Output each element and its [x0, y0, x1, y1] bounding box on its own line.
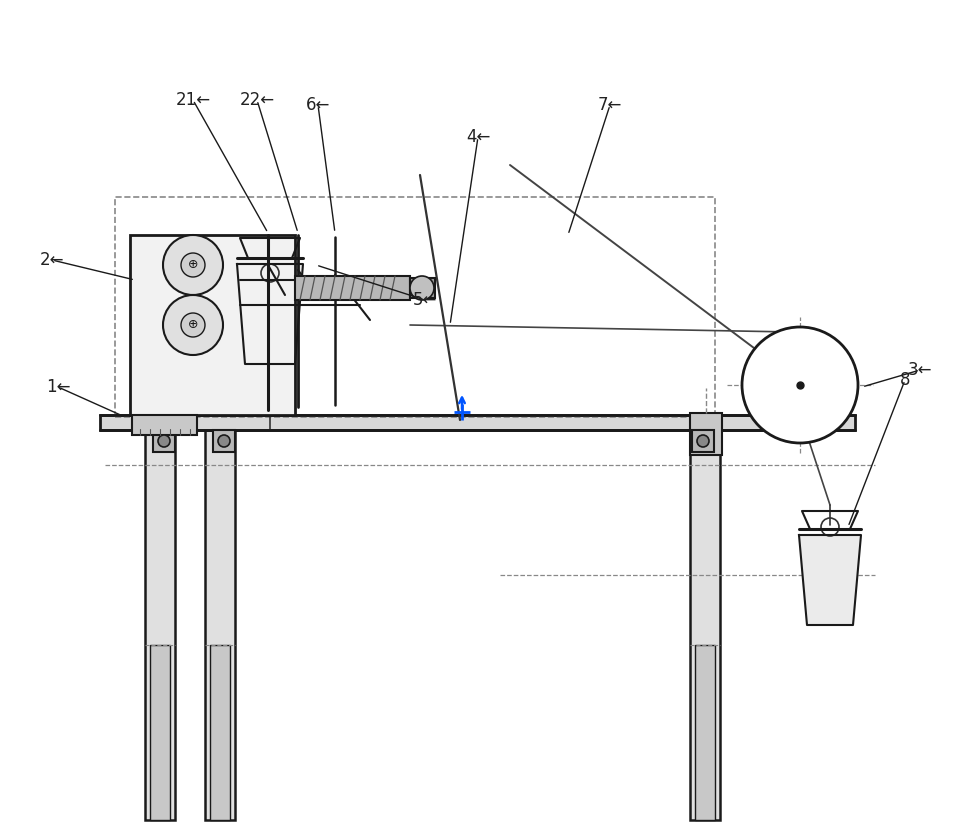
Circle shape [410, 276, 434, 300]
Text: $\oplus$: $\oplus$ [187, 318, 199, 331]
Bar [690, 430, 720, 820]
Text: 7←: 7← [598, 96, 622, 114]
Bar [295, 276, 410, 300]
Text: 2←: 2← [39, 251, 64, 269]
Bar [150, 645, 170, 820]
Circle shape [181, 313, 205, 337]
Bar [213, 430, 235, 452]
Bar [210, 645, 230, 820]
Text: 21←: 21← [176, 91, 210, 109]
Circle shape [697, 435, 709, 447]
Circle shape [181, 253, 205, 277]
Text: 8: 8 [899, 371, 910, 389]
Bar [410, 278, 435, 298]
Text: 22←: 22← [239, 91, 275, 109]
Bar [692, 430, 714, 452]
Bar [100, 415, 855, 430]
Text: 4←: 4← [466, 128, 490, 146]
Circle shape [742, 327, 858, 443]
Text: $\oplus$: $\oplus$ [187, 259, 199, 271]
Polygon shape [237, 264, 303, 364]
Circle shape [163, 235, 223, 295]
Text: 5←: 5← [413, 291, 437, 309]
Bar [205, 430, 235, 820]
Circle shape [218, 435, 230, 447]
Polygon shape [799, 535, 861, 625]
Text: 6←: 6← [306, 96, 331, 114]
Bar [115, 197, 715, 417]
Bar [153, 430, 175, 452]
Circle shape [158, 435, 170, 447]
Bar [145, 430, 175, 820]
Bar [130, 235, 295, 415]
Text: 1←: 1← [46, 378, 70, 396]
Text: 3←: 3← [908, 361, 932, 379]
Circle shape [163, 295, 223, 355]
Bar [695, 645, 715, 820]
Bar [690, 413, 722, 455]
Bar [132, 415, 197, 435]
